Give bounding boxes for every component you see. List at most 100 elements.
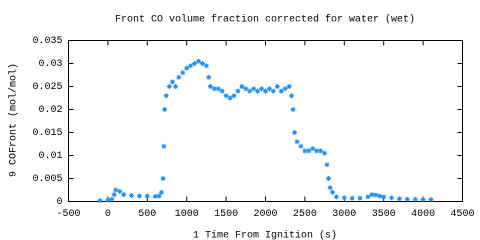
data-point [294,139,300,145]
data-point [203,63,209,69]
data-point [373,192,379,198]
data-point [156,193,162,199]
y-tick-label: 0.03 [38,59,62,70]
data-point [192,61,198,66]
data-point [255,88,261,94]
data-point [117,188,123,194]
data-point [412,196,418,202]
y-tick-label: 0.01 [38,151,62,162]
y-tick-label: 0 [56,197,62,208]
data-point [160,176,166,181]
data-point [349,195,355,201]
data-point [322,150,328,156]
data-point [223,93,229,99]
plot-frame [68,40,463,202]
data-point [170,79,176,85]
data-point [180,70,186,76]
data-point [310,146,316,152]
data-point [158,189,164,195]
data-point [263,88,268,94]
data-point [327,185,333,191]
data-point [188,63,194,69]
data-point [227,95,233,101]
data-point [219,88,225,94]
data-point [215,86,221,92]
y-tick-label: 0.02 [38,105,62,116]
y-tick-label: 0.025 [32,82,62,93]
x-tick-label: 3000 [332,209,356,220]
data-point [381,194,387,200]
data-point [341,195,347,201]
data-point [144,193,150,199]
data-point [365,194,371,200]
data-point [404,196,410,202]
data-point [298,143,304,149]
x-tick-label: 0 [105,209,111,220]
x-tick-label: 3500 [372,209,396,220]
data-point [286,84,292,89]
data-point [196,58,202,64]
data-point [389,195,395,201]
chart-title: Front CO volume fraction corrected for w… [115,14,415,26]
y-tick-label: 0.015 [32,128,62,139]
y-axis-label: 9 COFront (mol/mol) [8,63,20,177]
data-point [243,86,249,92]
data-point [239,84,245,89]
data-point [173,84,179,89]
data-point [129,193,135,199]
x-tick-label: 1500 [214,209,238,220]
x-tick-label: 2500 [293,209,317,220]
data-point [318,148,324,154]
data-point [302,148,308,154]
data-point [357,195,363,201]
data-point [206,74,212,80]
data-point [113,187,119,193]
data-point [235,88,241,94]
data-point [369,192,375,198]
data-point [290,107,296,112]
data-point [97,198,103,204]
x-tick-label: 2000 [253,209,277,220]
x-tick-label: -500 [56,209,80,220]
data-point [396,196,402,202]
data-point [314,148,320,154]
y-tick-label: 0.035 [32,36,62,47]
data-point [247,88,253,94]
data-point [278,88,284,94]
data-point [292,130,298,135]
data-point [377,193,383,199]
data-point [289,93,295,99]
data-point [326,176,332,181]
data-point [306,148,312,154]
data-point [266,86,272,92]
data-point [152,193,158,199]
data-point [207,84,213,89]
data-point [121,192,127,198]
data-point [231,93,237,99]
data-point [161,143,167,149]
data-point [166,84,172,89]
x-tick-label: 1000 [175,209,199,220]
data-point [136,193,142,199]
data-point [259,86,265,92]
data-point [420,197,426,203]
data-point [199,61,205,66]
data-point [162,107,168,112]
data-point [270,88,276,94]
data-point [111,192,117,198]
y-tick-label: 0.005 [32,174,62,185]
data-point [211,86,217,92]
data-point [251,86,257,92]
data-point [274,84,280,89]
data-point [329,189,335,195]
x-tick-label: 500 [138,209,156,220]
x-tick-label: 4000 [411,209,435,220]
x-tick-label: 4500 [450,209,474,220]
data-point [105,197,111,203]
data-point [282,86,288,92]
data-point [324,162,330,168]
data-point [176,74,182,80]
data-point [109,196,115,202]
x-axis-label: 1 Time From Ignition (s) [193,230,337,240]
